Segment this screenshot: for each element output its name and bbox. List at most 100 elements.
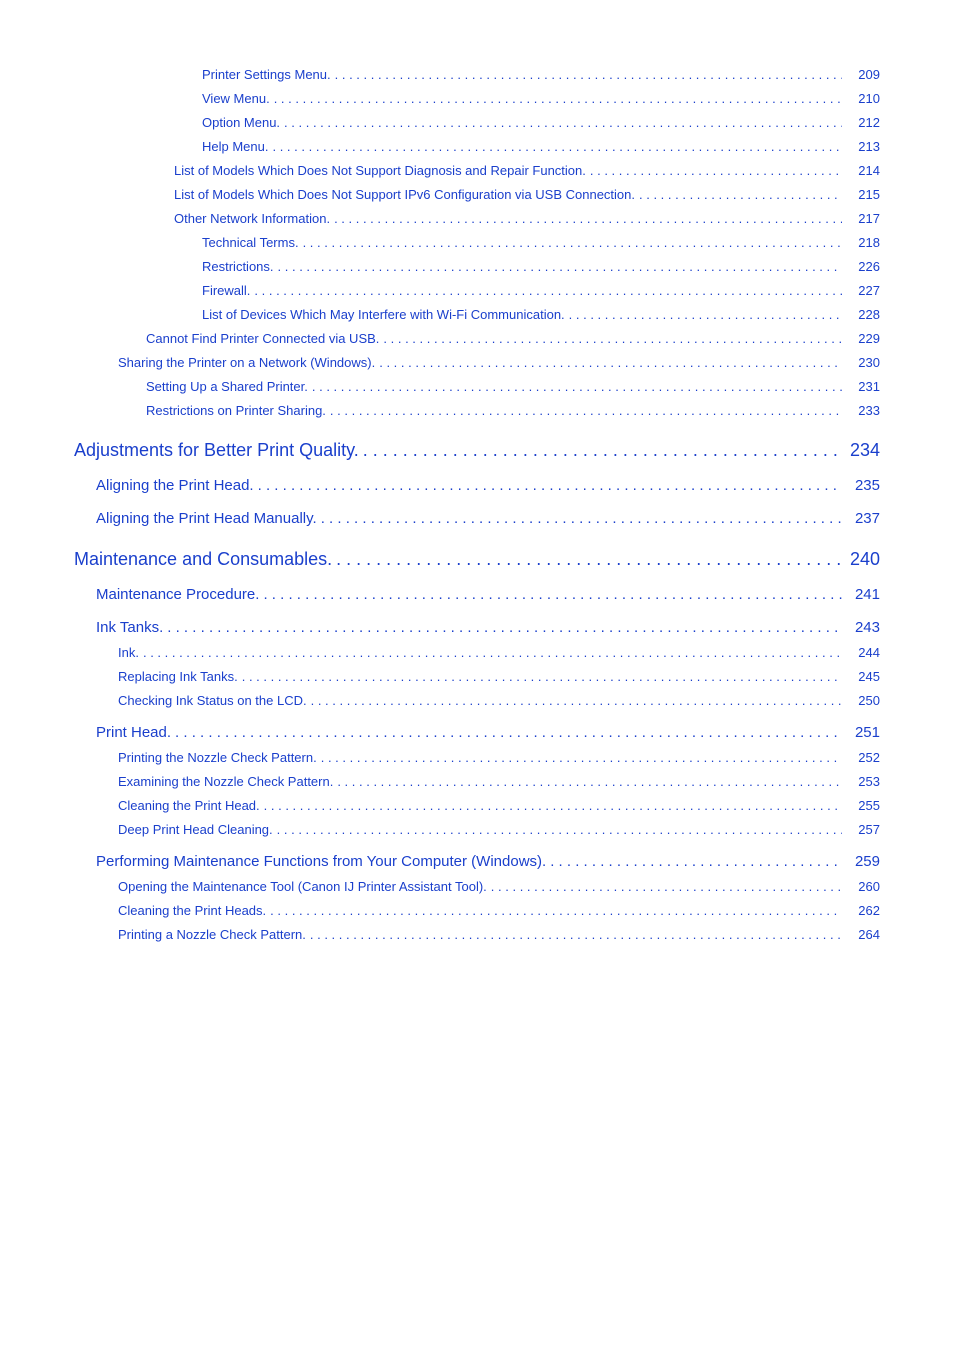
toc-entry-label: Firewall. — [202, 283, 250, 298]
toc-entry[interactable]: Option Menu.212 — [74, 115, 880, 130]
toc-entry-page: 264 — [846, 927, 880, 942]
toc-leader-dots — [337, 774, 842, 789]
toc-leader-dots — [143, 645, 842, 660]
toc-leader-dots — [167, 619, 842, 636]
toc-entry-label: List of Models Which Does Not Support IP… — [174, 187, 635, 202]
toc-entry-label: Maintenance and Consumables. — [74, 549, 332, 570]
toc-leader-dots — [383, 331, 842, 346]
toc-leader-dots — [263, 586, 842, 603]
toc-leader-dots — [311, 693, 842, 708]
toc-entry[interactable]: Sharing the Printer on a Network (Window… — [74, 355, 880, 370]
toc-entry[interactable]: Adjustments for Better Print Quality. 234 — [74, 440, 880, 461]
toc-entry[interactable]: Firewall. 227 — [74, 283, 880, 298]
toc-entry[interactable]: Setting Up a Shared Printer. 231 — [74, 379, 880, 394]
toc-entry[interactable]: Cleaning the Print Head.255 — [74, 798, 880, 813]
toc-entry-page: 210 — [846, 91, 880, 106]
toc-leader-dots — [334, 211, 842, 226]
toc-leader-dots — [303, 235, 842, 250]
toc-entry-page: 234 — [846, 440, 880, 461]
toc-entry[interactable]: List of Models Which Does Not Support Di… — [74, 163, 880, 178]
toc-entry-label: Other Network Information. — [174, 211, 330, 226]
toc-leader-dots — [550, 853, 842, 870]
toc-entry[interactable]: List of Models Which Does Not Support IP… — [74, 187, 880, 202]
toc-entry-page: 262 — [846, 903, 880, 918]
toc-entry[interactable]: Replacing Ink Tanks. 245 — [74, 669, 880, 684]
toc-entry[interactable]: Deep Print Head Cleaning.257 — [74, 822, 880, 837]
toc-entry[interactable]: Aligning the Print Head.235 — [74, 477, 880, 494]
toc-entry[interactable]: Printer Settings Menu.209 — [74, 67, 880, 82]
toc-entry[interactable]: Checking Ink Status on the LCD.250 — [74, 693, 880, 708]
toc-entry-label: List of Models Which Does Not Support Di… — [174, 163, 586, 178]
toc-leader-dots — [639, 187, 842, 202]
toc-entry-page: 227 — [846, 283, 880, 298]
toc-entry-page: 245 — [846, 669, 880, 684]
toc-entry-label: Setting Up a Shared Printer. — [146, 379, 308, 394]
toc-leader-dots — [310, 927, 842, 942]
toc-entry-label: Ink Tanks. — [96, 619, 163, 636]
toc-entry-label: Maintenance Procedure. — [96, 586, 259, 603]
toc-entry-label: Print Head. — [96, 724, 171, 741]
toc-entry[interactable]: Restrictions.226 — [74, 259, 880, 274]
toc-entry-label: Aligning the Print Head. — [96, 477, 254, 494]
toc-entry[interactable]: Printing the Nozzle Check Pattern.252 — [74, 750, 880, 765]
toc-entry[interactable]: Help Menu.213 — [74, 139, 880, 154]
toc-entry-page: 250 — [846, 693, 880, 708]
toc-entry-label: Technical Terms. — [202, 235, 299, 250]
toc-entry-page: 217 — [846, 211, 880, 226]
toc-entry[interactable]: Performing Maintenance Functions from Yo… — [74, 853, 880, 870]
toc-entry[interactable]: Aligning the Print Head Manually. 237 — [74, 510, 880, 527]
toc-leader-dots — [264, 798, 842, 813]
toc-entry[interactable]: List of Devices Which May Interfere with… — [74, 307, 880, 322]
toc-entry[interactable]: Opening the Maintenance Tool (Canon IJ P… — [74, 879, 880, 894]
toc-entry[interactable]: Technical Terms.218 — [74, 235, 880, 250]
toc-leader-dots — [312, 379, 842, 394]
toc-entry[interactable]: Maintenance and Consumables. 240 — [74, 549, 880, 570]
toc-leader-dots — [270, 903, 842, 918]
toc-entry[interactable]: View Menu.210 — [74, 91, 880, 106]
toc-entry-page: 226 — [846, 259, 880, 274]
toc-entry-label: Printing the Nozzle Check Pattern. — [118, 750, 317, 765]
toc-leader-dots — [277, 822, 842, 837]
toc-entry[interactable]: Printing a Nozzle Check Pattern. 264 — [74, 927, 880, 942]
toc-entry-label: Aligning the Print Head Manually. — [96, 510, 317, 527]
toc-entry[interactable]: Ink Tanks.243 — [74, 619, 880, 636]
toc-leader-dots — [272, 139, 842, 154]
toc-entry-label: Replacing Ink Tanks. — [118, 669, 238, 684]
toc-entry-page: 257 — [846, 822, 880, 837]
toc-leader-dots — [321, 750, 842, 765]
toc-entry-label: Printing a Nozzle Check Pattern. — [118, 927, 306, 942]
toc-leader-dots — [335, 67, 842, 82]
toc-leader-dots — [569, 307, 842, 322]
toc-entry-label: Restrictions on Printer Sharing. — [146, 403, 326, 418]
toc-entry-label: Performing Maintenance Functions from Yo… — [96, 853, 546, 870]
toc-entry[interactable]: Examining the Nozzle Check Pattern.253 — [74, 774, 880, 789]
toc-entry[interactable]: Cannot Find Printer Connected via USB.22… — [74, 331, 880, 346]
toc-entry[interactable]: Restrictions on Printer Sharing.233 — [74, 403, 880, 418]
toc-leader-dots — [590, 163, 842, 178]
toc-entry-page: 237 — [846, 510, 880, 527]
toc-entry-page: 241 — [846, 586, 880, 603]
toc-leader-dots — [274, 91, 842, 106]
toc-leader-dots — [363, 440, 842, 461]
toc-leader-dots — [258, 477, 842, 494]
toc-entry-page: 212 — [846, 115, 880, 130]
toc-entry-page: 259 — [846, 853, 880, 870]
toc-entry-page: 240 — [846, 549, 880, 570]
toc-leader-dots — [175, 724, 842, 741]
toc-leader-dots — [330, 403, 842, 418]
toc-entry-page: 255 — [846, 798, 880, 813]
toc-entry-page: 228 — [846, 307, 880, 322]
toc-entry-page: 231 — [846, 379, 880, 394]
toc-entry-label: Help Menu. — [202, 139, 268, 154]
toc-entry[interactable]: Maintenance Procedure. 241 — [74, 586, 880, 603]
toc-entry-page: 214 — [846, 163, 880, 178]
toc-entry[interactable]: Other Network Information. 217 — [74, 211, 880, 226]
toc-entry[interactable]: Print Head.251 — [74, 724, 880, 741]
toc-entry-label: Adjustments for Better Print Quality. — [74, 440, 359, 461]
table-of-contents: Printer Settings Menu.209 View Menu.210 Op… — [74, 67, 880, 942]
toc-entry[interactable]: Ink.244 — [74, 645, 880, 660]
toc-leader-dots — [321, 510, 842, 527]
toc-entry[interactable]: Cleaning the Print Heads.262 — [74, 903, 880, 918]
toc-entry-label: Ink. — [118, 645, 139, 660]
toc-entry-label: Printer Settings Menu. — [202, 67, 331, 82]
